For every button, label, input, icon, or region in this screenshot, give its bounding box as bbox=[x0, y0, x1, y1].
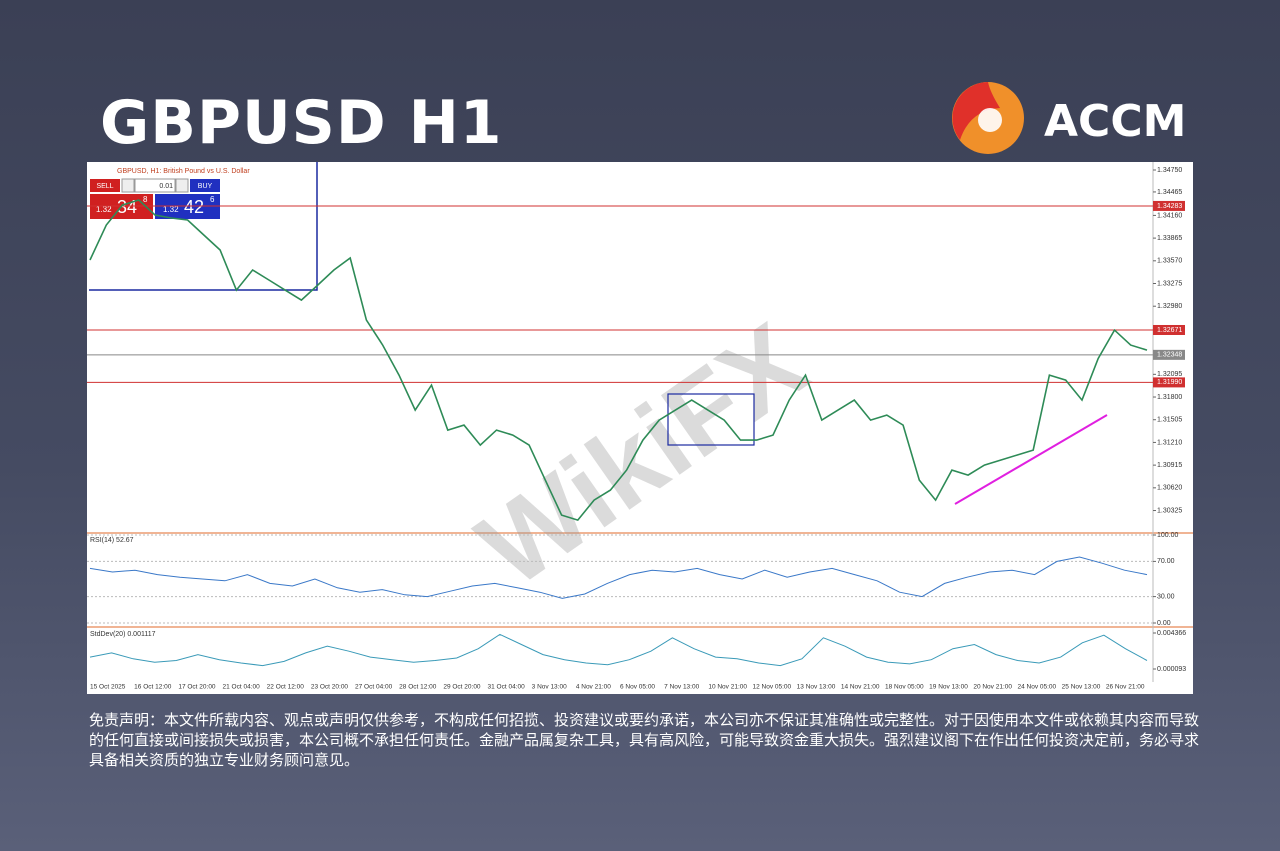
price-level-label: 1.31990 bbox=[1157, 379, 1182, 386]
panel-title: StdDev(20) 0.001117 bbox=[90, 631, 156, 638]
title: GBPUSD H1 bbox=[100, 88, 503, 158]
x-tick-label: 26 Nov 21:00 bbox=[1106, 684, 1145, 691]
sell-button[interactable] bbox=[90, 179, 120, 192]
y-tick-label: 1.31800 bbox=[1157, 394, 1182, 401]
price-level-tag bbox=[1153, 349, 1185, 360]
y-tick-label: 1.31210 bbox=[1157, 439, 1182, 446]
annotation-box bbox=[89, 162, 318, 291]
x-tick-label: 24 Nov 05:00 bbox=[1018, 684, 1057, 691]
y-tick-label: 100.00 bbox=[1157, 532, 1179, 539]
x-tick-label: 16 Oct 12:00 bbox=[134, 684, 172, 691]
annotation-box bbox=[667, 393, 755, 446]
disclaimer: 免责声明：本文件所载内容、观点或声明仅供参考，不构成任何招揽、投资建议或要约承诺… bbox=[89, 712, 1200, 769]
x-tick-label: 21 Oct 04:00 bbox=[223, 684, 261, 691]
y-tick-label: 1.34750 bbox=[1157, 167, 1182, 174]
sell-label: SELL bbox=[96, 183, 113, 190]
lot-input[interactable] bbox=[134, 178, 176, 193]
x-tick-label: 17 Oct 20:00 bbox=[178, 684, 216, 691]
y-tick-label: 1.30325 bbox=[1157, 507, 1182, 514]
trendline bbox=[954, 414, 1108, 505]
data-line bbox=[89, 199, 1148, 522]
price-level-label: 1.34283 bbox=[1157, 203, 1182, 210]
y-tick-label: 1.34160 bbox=[1157, 212, 1182, 219]
x-tick-label: 6 Nov 05:00 bbox=[620, 684, 655, 691]
x-tick-label: 23 Oct 20:00 bbox=[311, 684, 349, 691]
lot-value: 0.01 bbox=[159, 183, 173, 190]
trade-panel: SELL 0.01 BUY 1.32 34 8 1.32 42 6 bbox=[90, 178, 220, 219]
x-tick-label: 28 Oct 12:00 bbox=[399, 684, 437, 691]
sell-big: 1.32 bbox=[96, 205, 112, 214]
x-tick-label: 27 Oct 04:00 bbox=[355, 684, 393, 691]
buy-main: 42 bbox=[184, 197, 204, 217]
price-level-tag bbox=[1153, 377, 1185, 388]
sell-sup: 8 bbox=[143, 195, 148, 204]
buy-big: 1.32 bbox=[163, 205, 179, 214]
price-level-label: 1.32348 bbox=[1157, 352, 1182, 359]
x-tick-label: 20 Nov 21:00 bbox=[973, 684, 1012, 691]
lot-up[interactable] bbox=[175, 178, 189, 193]
chart: GBPUSD, H1: British Pound vs U.S. Dollar… bbox=[87, 162, 1193, 694]
y-tick-label: 1.30915 bbox=[1157, 462, 1182, 469]
x-tick-label: 14 Nov 21:00 bbox=[841, 684, 880, 691]
y-tick-label: 1.34465 bbox=[1157, 189, 1182, 196]
logo-dot bbox=[978, 108, 1002, 132]
y-tick-label: 0.00 bbox=[1157, 620, 1171, 627]
buy-price-box[interactable] bbox=[155, 194, 220, 219]
y-tick-label: 0.000093 bbox=[1157, 666, 1186, 673]
x-tick-label: 4 Nov 21:00 bbox=[576, 684, 611, 691]
y-tick-label: 30.00 bbox=[1157, 593, 1175, 600]
y-tick-label: 1.30620 bbox=[1157, 485, 1182, 492]
y-tick-label: 1.31505 bbox=[1157, 417, 1182, 424]
x-tick-label: 15 Oct 2025 bbox=[90, 684, 126, 691]
x-tick-label: 22 Oct 12:00 bbox=[267, 684, 305, 691]
panel-title: RSI(14) 52.67 bbox=[90, 537, 134, 544]
brand: ACCM bbox=[1044, 96, 1187, 147]
x-tick-label: 18 Nov 05:00 bbox=[885, 684, 924, 691]
x-tick-label: 12 Nov 05:00 bbox=[753, 684, 792, 691]
y-tick-label: 1.33570 bbox=[1157, 258, 1182, 265]
x-tick-label: 7 Nov 13:00 bbox=[664, 684, 699, 691]
logo-swoosh bbox=[952, 82, 1000, 140]
data-line bbox=[89, 556, 1148, 599]
x-tick-label: 3 Nov 13:00 bbox=[532, 684, 567, 691]
x-tick-label: 31 Oct 04:00 bbox=[488, 684, 526, 691]
logo bbox=[952, 82, 1024, 154]
chart-bg bbox=[87, 162, 1193, 694]
buy-label: BUY bbox=[198, 183, 213, 190]
lot-down[interactable] bbox=[121, 178, 135, 193]
buy-sup: 6 bbox=[210, 195, 215, 204]
y-tick-label: 1.33275 bbox=[1157, 280, 1182, 287]
chart-header: GBPUSD, H1: British Pound vs U.S. Dollar bbox=[117, 168, 250, 175]
data-line bbox=[89, 633, 1148, 667]
y-tick-label: 1.33865 bbox=[1157, 235, 1182, 242]
price-level-label: 1.32671 bbox=[1157, 327, 1182, 334]
y-tick-label: 70.00 bbox=[1157, 558, 1175, 565]
x-tick-label: 13 Nov 13:00 bbox=[797, 684, 836, 691]
price-level-tag bbox=[1153, 200, 1185, 211]
price-level-tag bbox=[1153, 324, 1185, 335]
y-tick-label: 1.32980 bbox=[1157, 303, 1182, 310]
x-tick-label: 10 Nov 21:00 bbox=[708, 684, 747, 691]
buy-button[interactable] bbox=[190, 179, 220, 192]
x-tick-label: 19 Nov 13:00 bbox=[929, 684, 968, 691]
y-tick-label: 0.004366 bbox=[1157, 630, 1186, 637]
y-tick-label: 1.32095 bbox=[1157, 371, 1182, 378]
x-tick-label: 29 Oct 20:00 bbox=[443, 684, 481, 691]
sell-main: 34 bbox=[117, 197, 137, 217]
x-tick-label: 25 Nov 13:00 bbox=[1062, 684, 1101, 691]
